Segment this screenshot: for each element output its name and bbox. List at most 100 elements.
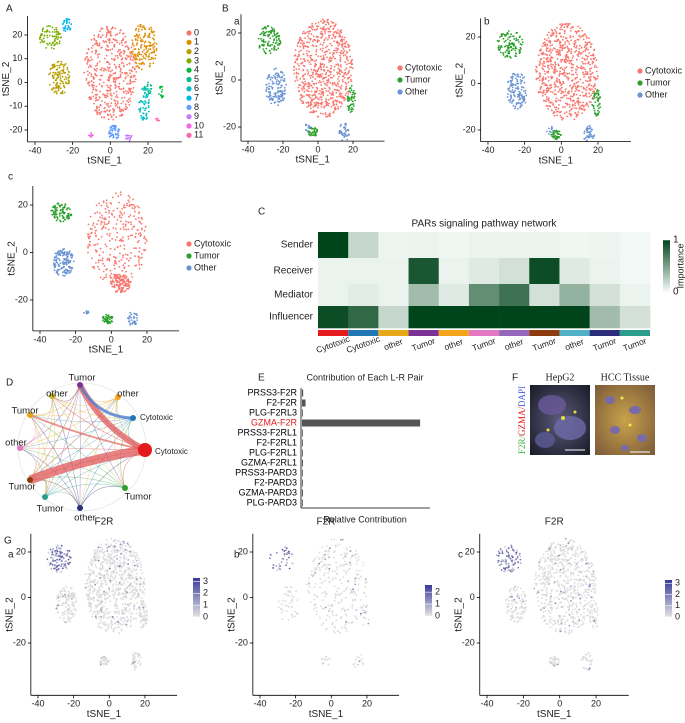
cell-point xyxy=(267,25,270,27)
cell-point xyxy=(572,55,575,57)
cell-point xyxy=(579,106,581,108)
hcc-image xyxy=(595,385,655,455)
cell-point xyxy=(139,111,142,113)
cell-point xyxy=(518,94,521,96)
cell-point xyxy=(134,210,136,213)
cell-point xyxy=(283,90,286,93)
cell-point xyxy=(93,102,95,105)
cell-point xyxy=(310,85,312,87)
cell-point xyxy=(139,562,142,564)
legend-label: 0 xyxy=(194,27,199,37)
cell-point xyxy=(561,38,564,41)
cell-point xyxy=(134,588,137,591)
cell-point xyxy=(277,94,280,97)
cell-point xyxy=(122,80,125,82)
cell-point xyxy=(335,89,337,91)
cell-point xyxy=(350,103,352,106)
cell-point xyxy=(115,542,117,545)
cell-point xyxy=(104,315,107,318)
cell-point xyxy=(536,70,538,73)
cell-point xyxy=(566,76,569,78)
cell-point xyxy=(129,58,132,61)
cell-point xyxy=(350,99,353,102)
legend-swatch xyxy=(186,114,192,120)
cell-point xyxy=(103,577,106,580)
cell-point xyxy=(56,202,59,205)
cell-point xyxy=(87,59,89,62)
cell-point xyxy=(138,101,141,104)
cell-point xyxy=(545,50,548,52)
cell-point xyxy=(574,90,577,92)
cell-point xyxy=(61,267,63,270)
cell-point xyxy=(543,82,545,85)
cell-point xyxy=(116,607,119,610)
cell-point xyxy=(593,134,596,137)
cell-point xyxy=(549,87,552,90)
cell-point xyxy=(126,279,129,282)
cell-point xyxy=(312,35,315,38)
cell-point xyxy=(321,78,324,80)
cell-point xyxy=(129,625,132,628)
cell-point xyxy=(271,80,274,83)
cell-point xyxy=(548,50,550,53)
cell-point xyxy=(89,584,91,587)
cell-point xyxy=(326,82,329,84)
cell-point xyxy=(130,313,133,316)
cell-point xyxy=(135,27,138,30)
cell-point xyxy=(113,58,116,61)
cell-point xyxy=(109,575,112,578)
column-color xyxy=(468,330,500,336)
cell-point xyxy=(311,22,314,25)
cell-point xyxy=(325,72,328,74)
cell-point xyxy=(92,222,95,225)
cell-point xyxy=(351,103,354,106)
cell-point xyxy=(344,42,346,44)
cell-point xyxy=(266,43,269,45)
cell-point xyxy=(115,137,118,140)
cell-point xyxy=(349,62,352,64)
cell-point xyxy=(89,561,92,564)
cell-point xyxy=(99,212,101,214)
cell-point xyxy=(567,47,569,50)
cell-point xyxy=(509,99,512,101)
cell-point xyxy=(314,69,317,72)
cell-point xyxy=(114,129,117,132)
cell-point xyxy=(117,195,120,198)
cell-point xyxy=(84,582,87,585)
cell-point xyxy=(68,266,71,269)
cell-point xyxy=(573,82,576,85)
cell-point xyxy=(108,110,111,113)
cell-point xyxy=(321,101,324,104)
cell-point xyxy=(586,131,589,134)
cell-point xyxy=(555,106,558,109)
cell-point xyxy=(595,66,598,69)
cell-point xyxy=(55,213,58,216)
cell-point xyxy=(53,35,56,38)
cell-point xyxy=(598,111,601,113)
cell-point xyxy=(301,102,304,104)
cell-point xyxy=(335,63,338,66)
cell-point xyxy=(596,77,599,80)
cell-point xyxy=(571,63,573,66)
x-axis-label: tSNE_1 xyxy=(539,155,574,166)
cell-point xyxy=(337,107,340,110)
cell-point xyxy=(555,30,557,33)
cell-point xyxy=(59,220,62,223)
cell-point xyxy=(550,133,552,136)
cell-point xyxy=(310,98,313,101)
cell-point xyxy=(84,58,87,60)
cell-point xyxy=(545,47,548,50)
cell-point xyxy=(314,134,317,137)
cell-point xyxy=(103,321,106,323)
cell-point xyxy=(593,97,596,99)
cell-point xyxy=(112,540,115,543)
cell-point xyxy=(131,595,134,598)
cell-point xyxy=(65,22,68,25)
cell-point xyxy=(552,34,555,36)
cell-point xyxy=(123,50,126,53)
cell-point xyxy=(345,92,348,94)
cell-point xyxy=(317,55,320,57)
cell-point xyxy=(49,42,51,44)
cell-point xyxy=(549,44,552,47)
cell-point xyxy=(103,614,105,616)
